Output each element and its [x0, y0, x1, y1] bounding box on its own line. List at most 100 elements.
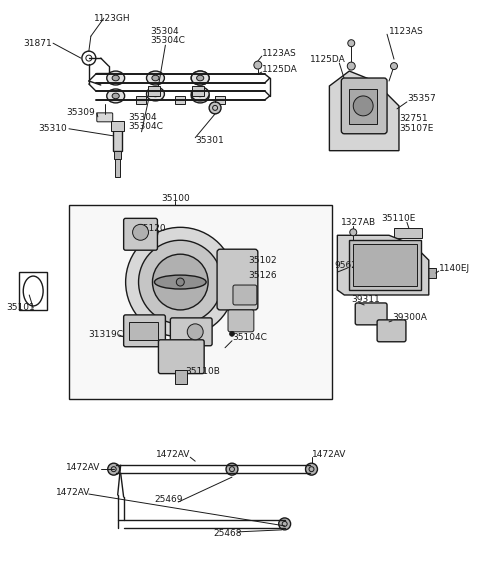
Text: 1123GH: 1123GH	[94, 14, 131, 23]
Bar	[135, 96, 145, 104]
Text: 35102: 35102	[248, 255, 276, 265]
Circle shape	[391, 63, 397, 70]
Text: 1140EJ: 1140EJ	[439, 264, 470, 272]
Ellipse shape	[112, 75, 119, 81]
Ellipse shape	[152, 75, 159, 81]
Bar	[349, 89, 377, 124]
Text: 35357: 35357	[407, 94, 436, 103]
Bar	[19, 272, 47, 310]
Text: 25468: 25468	[214, 529, 242, 539]
FancyBboxPatch shape	[355, 303, 387, 325]
Ellipse shape	[112, 464, 120, 474]
Ellipse shape	[197, 91, 204, 97]
FancyBboxPatch shape	[124, 315, 166, 347]
Polygon shape	[329, 71, 399, 151]
Bar	[394, 229, 422, 239]
Bar	[113, 129, 121, 151]
Ellipse shape	[155, 275, 206, 289]
Text: 35304C: 35304C	[151, 36, 185, 45]
Text: 31871: 31871	[23, 39, 52, 47]
Circle shape	[348, 62, 355, 70]
Text: 35120: 35120	[138, 224, 166, 233]
Text: 1472AV: 1472AV	[66, 463, 100, 472]
Bar	[129, 322, 158, 340]
Circle shape	[226, 463, 238, 475]
Ellipse shape	[191, 89, 209, 103]
Text: 35309: 35309	[66, 108, 95, 117]
Ellipse shape	[191, 71, 209, 85]
Text: 35304: 35304	[129, 113, 157, 122]
Bar	[353, 244, 417, 286]
Text: 35301: 35301	[195, 136, 224, 145]
Text: 25469: 25469	[154, 495, 182, 503]
Text: 35104C: 35104C	[232, 333, 267, 342]
Ellipse shape	[176, 278, 184, 286]
FancyBboxPatch shape	[233, 285, 257, 305]
Text: 1123AS: 1123AS	[389, 27, 424, 36]
Circle shape	[229, 331, 234, 336]
FancyBboxPatch shape	[217, 249, 258, 310]
Text: 1472AV: 1472AV	[156, 449, 191, 459]
Circle shape	[209, 102, 221, 114]
Bar	[111, 121, 124, 131]
Ellipse shape	[107, 89, 125, 103]
FancyBboxPatch shape	[341, 78, 387, 134]
Circle shape	[254, 61, 262, 69]
Bar	[114, 151, 120, 159]
FancyBboxPatch shape	[170, 318, 212, 346]
Bar	[175, 96, 185, 104]
Circle shape	[108, 463, 120, 475]
Text: 35310: 35310	[38, 124, 67, 133]
Text: 1125DA: 1125DA	[310, 54, 345, 64]
Bar	[115, 159, 120, 176]
Ellipse shape	[197, 75, 204, 81]
Text: 31319C: 31319C	[88, 331, 123, 339]
Circle shape	[153, 254, 208, 310]
Ellipse shape	[146, 87, 164, 101]
Text: 35107E: 35107E	[399, 124, 433, 133]
Text: 32751: 32751	[399, 114, 428, 123]
Ellipse shape	[191, 87, 209, 101]
Circle shape	[132, 224, 148, 240]
Text: 1125DA: 1125DA	[262, 64, 298, 74]
Ellipse shape	[306, 464, 313, 474]
FancyBboxPatch shape	[158, 340, 204, 374]
Circle shape	[348, 40, 355, 47]
FancyBboxPatch shape	[228, 310, 254, 332]
Text: 1327AB: 1327AB	[341, 218, 376, 227]
Text: 1472AV: 1472AV	[56, 488, 90, 496]
Bar	[148, 86, 160, 96]
Circle shape	[350, 229, 357, 236]
Ellipse shape	[197, 93, 204, 98]
Ellipse shape	[152, 91, 159, 97]
Text: 1123AS: 1123AS	[262, 49, 297, 57]
FancyBboxPatch shape	[124, 219, 157, 250]
Text: 35110B: 35110B	[185, 367, 220, 376]
Bar	[215, 96, 225, 104]
Circle shape	[306, 463, 317, 475]
Bar	[426, 268, 436, 278]
Circle shape	[353, 96, 373, 116]
Bar	[349, 240, 421, 290]
Text: 35304: 35304	[151, 27, 179, 36]
Circle shape	[126, 227, 235, 337]
Ellipse shape	[146, 71, 164, 85]
Bar	[337, 268, 348, 278]
Text: 35100: 35100	[161, 194, 190, 203]
Circle shape	[139, 240, 222, 324]
Text: 39311: 39311	[351, 295, 380, 305]
Text: 35126: 35126	[248, 271, 276, 280]
Bar	[69, 206, 332, 400]
Text: 95620E: 95620E	[335, 261, 369, 270]
Text: 1472AV: 1472AV	[312, 449, 346, 459]
Ellipse shape	[197, 75, 204, 81]
Ellipse shape	[107, 71, 125, 85]
FancyBboxPatch shape	[97, 113, 113, 122]
Bar	[192, 86, 204, 96]
Circle shape	[279, 518, 290, 530]
Bar	[175, 370, 187, 384]
Ellipse shape	[191, 71, 209, 85]
Circle shape	[187, 324, 203, 340]
Polygon shape	[337, 235, 429, 295]
Ellipse shape	[112, 93, 119, 98]
